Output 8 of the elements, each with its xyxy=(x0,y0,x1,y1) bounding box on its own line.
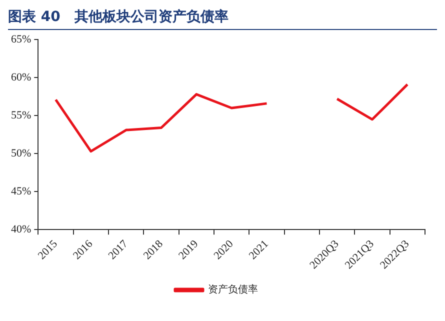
y-tick-label: 60% xyxy=(10,71,32,84)
y-tick-label: 40% xyxy=(10,223,32,236)
y-tick-label: 45% xyxy=(10,185,32,198)
legend-label: 资产负债率 xyxy=(208,284,258,296)
chart-title: 图表 40 其他板块公司资产负债率 xyxy=(8,8,437,30)
y-tick-label: 65% xyxy=(10,33,32,46)
y-tick-label: 55% xyxy=(10,109,32,122)
y-tick-label: 50% xyxy=(10,147,32,160)
